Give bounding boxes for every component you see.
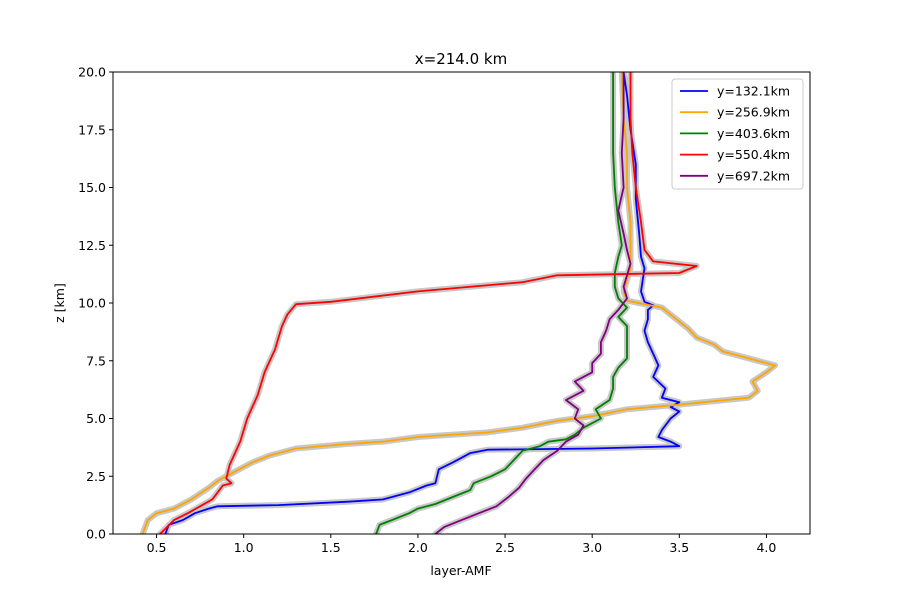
legend-entry: y=132.1km [717, 84, 790, 99]
y-tick-label: 10.0 [78, 296, 106, 311]
x-tick-label: 3.0 [582, 540, 602, 555]
chart-title: x=214.0 km [415, 50, 507, 68]
x-tick-label: 1.0 [234, 540, 254, 555]
legend: y=132.1km y=256.9km y=403.6km y=550.4km y=69… [671, 78, 804, 190]
legend-box [671, 78, 804, 190]
y-tick-label: 12.5 [78, 238, 106, 253]
y-tick-label: 20.0 [78, 65, 106, 80]
legend-entry: y=403.6km [717, 126, 790, 141]
x-tick-label: 1.5 [321, 540, 341, 555]
y-axis-label: z [km] [52, 283, 67, 323]
series-line [375, 72, 628, 534]
y-tick-label: 5.0 [86, 411, 106, 426]
legend-entry: y=256.9km [717, 105, 790, 120]
x-axis: 0.5 1.0 1.5 2.0 2.5 3.0 3.5 4.0 [147, 534, 776, 555]
series-layer [139, 72, 779, 534]
plot-area [112, 71, 811, 535]
y-axis: 0.0 2.5 5.0 7.5 10.0 12.5 15.0 17.5 20.0 [78, 65, 113, 542]
y-tick-label: 15.0 [78, 180, 106, 195]
x-tick-label: 2.5 [495, 540, 515, 555]
x-tick-label: 0.5 [147, 540, 167, 555]
x-tick-label: 4.0 [756, 540, 776, 555]
series-line [141, 72, 776, 534]
y-tick-label: 2.5 [86, 469, 106, 484]
legend-entry: y=697.2km [717, 168, 790, 183]
y-tick-label: 17.5 [78, 122, 106, 137]
legend-entry: y=550.4km [717, 147, 790, 162]
y-tick-label: 0.0 [86, 527, 106, 542]
x-tick-label: 3.5 [669, 540, 689, 555]
series-line [159, 72, 698, 534]
x-tick-label: 2.0 [408, 540, 428, 555]
series-line [434, 72, 632, 534]
y-tick-label: 7.5 [86, 353, 106, 368]
series-line [164, 72, 681, 534]
x-axis-label: layer-AMF [430, 563, 491, 578]
